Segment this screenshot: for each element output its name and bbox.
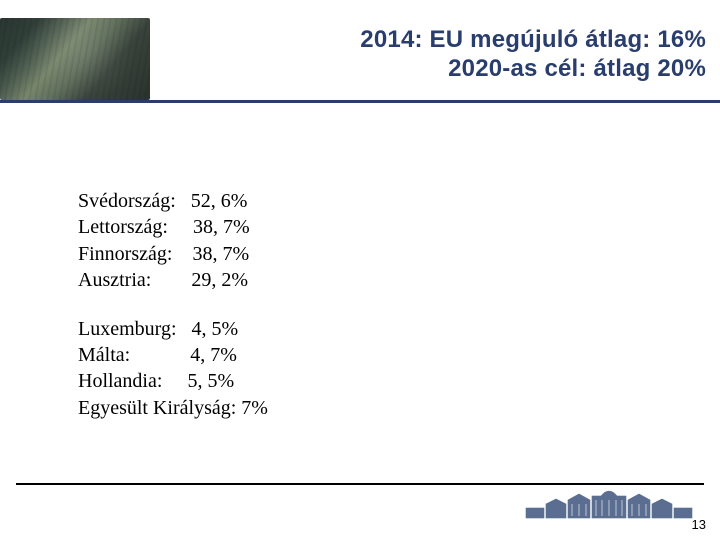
body-text: Svédország: 52, 6% Lettország: 38, 7% Fi…: [78, 188, 268, 443]
bottom-country-group: Luxemburg: 4, 5% Málta: 4, 7% Hollandia:…: [78, 316, 268, 422]
data-row: Ausztria: 29, 2%: [78, 267, 268, 293]
data-row: Finnország: 38, 7%: [78, 241, 268, 267]
country-label: Málta:: [78, 344, 130, 366]
country-label-full: Egyesült Királyság: 7%: [78, 397, 268, 419]
country-value: 29, 2%: [191, 269, 248, 291]
country-label: Svédország:: [78, 190, 176, 212]
data-row: Egyesült Királyság: 7%: [78, 395, 268, 421]
country-label: Lettország:: [78, 216, 168, 238]
country-label: Hollandia:: [78, 370, 162, 392]
slide-title: 2014: EU megújuló átlag: 16% 2020-as cél…: [360, 26, 706, 84]
title-line-1: 2014: EU megújuló átlag: 16%: [360, 26, 706, 55]
country-value: 52, 6%: [191, 190, 248, 212]
footer-building-logo: [524, 490, 694, 520]
pad: [151, 269, 191, 291]
title-underline: [0, 100, 720, 103]
country-label: Ausztria:: [78, 269, 151, 291]
data-row: Svédország: 52, 6%: [78, 188, 268, 214]
data-row: Málta: 4, 7%: [78, 342, 268, 368]
title-line-2: 2020-as cél: átlag 20%: [360, 55, 706, 84]
country-value: 38, 7%: [193, 216, 250, 238]
pad: [130, 344, 190, 366]
data-row: Luxemburg: 4, 5%: [78, 316, 268, 342]
footer-rule: [16, 483, 704, 485]
top-country-group: Svédország: 52, 6% Lettország: 38, 7% Fi…: [78, 188, 268, 294]
page-number: 13: [692, 517, 706, 532]
pad: [172, 243, 192, 265]
pad: [162, 370, 187, 392]
country-label: Luxemburg:: [78, 318, 177, 340]
pad: [168, 216, 193, 238]
pad: [177, 318, 192, 340]
country-value: 38, 7%: [192, 243, 249, 265]
header-photo-logo: [0, 18, 150, 100]
pad: [176, 190, 191, 212]
slide: 2014: EU megújuló átlag: 16% 2020-as cél…: [0, 0, 720, 540]
data-row: Hollandia: 5, 5%: [78, 368, 268, 394]
data-row: Lettország: 38, 7%: [78, 214, 268, 240]
country-value: 4, 5%: [192, 318, 239, 340]
country-value: 5, 5%: [187, 370, 234, 392]
country-label: Finnország:: [78, 243, 172, 265]
country-value: 4, 7%: [190, 344, 237, 366]
